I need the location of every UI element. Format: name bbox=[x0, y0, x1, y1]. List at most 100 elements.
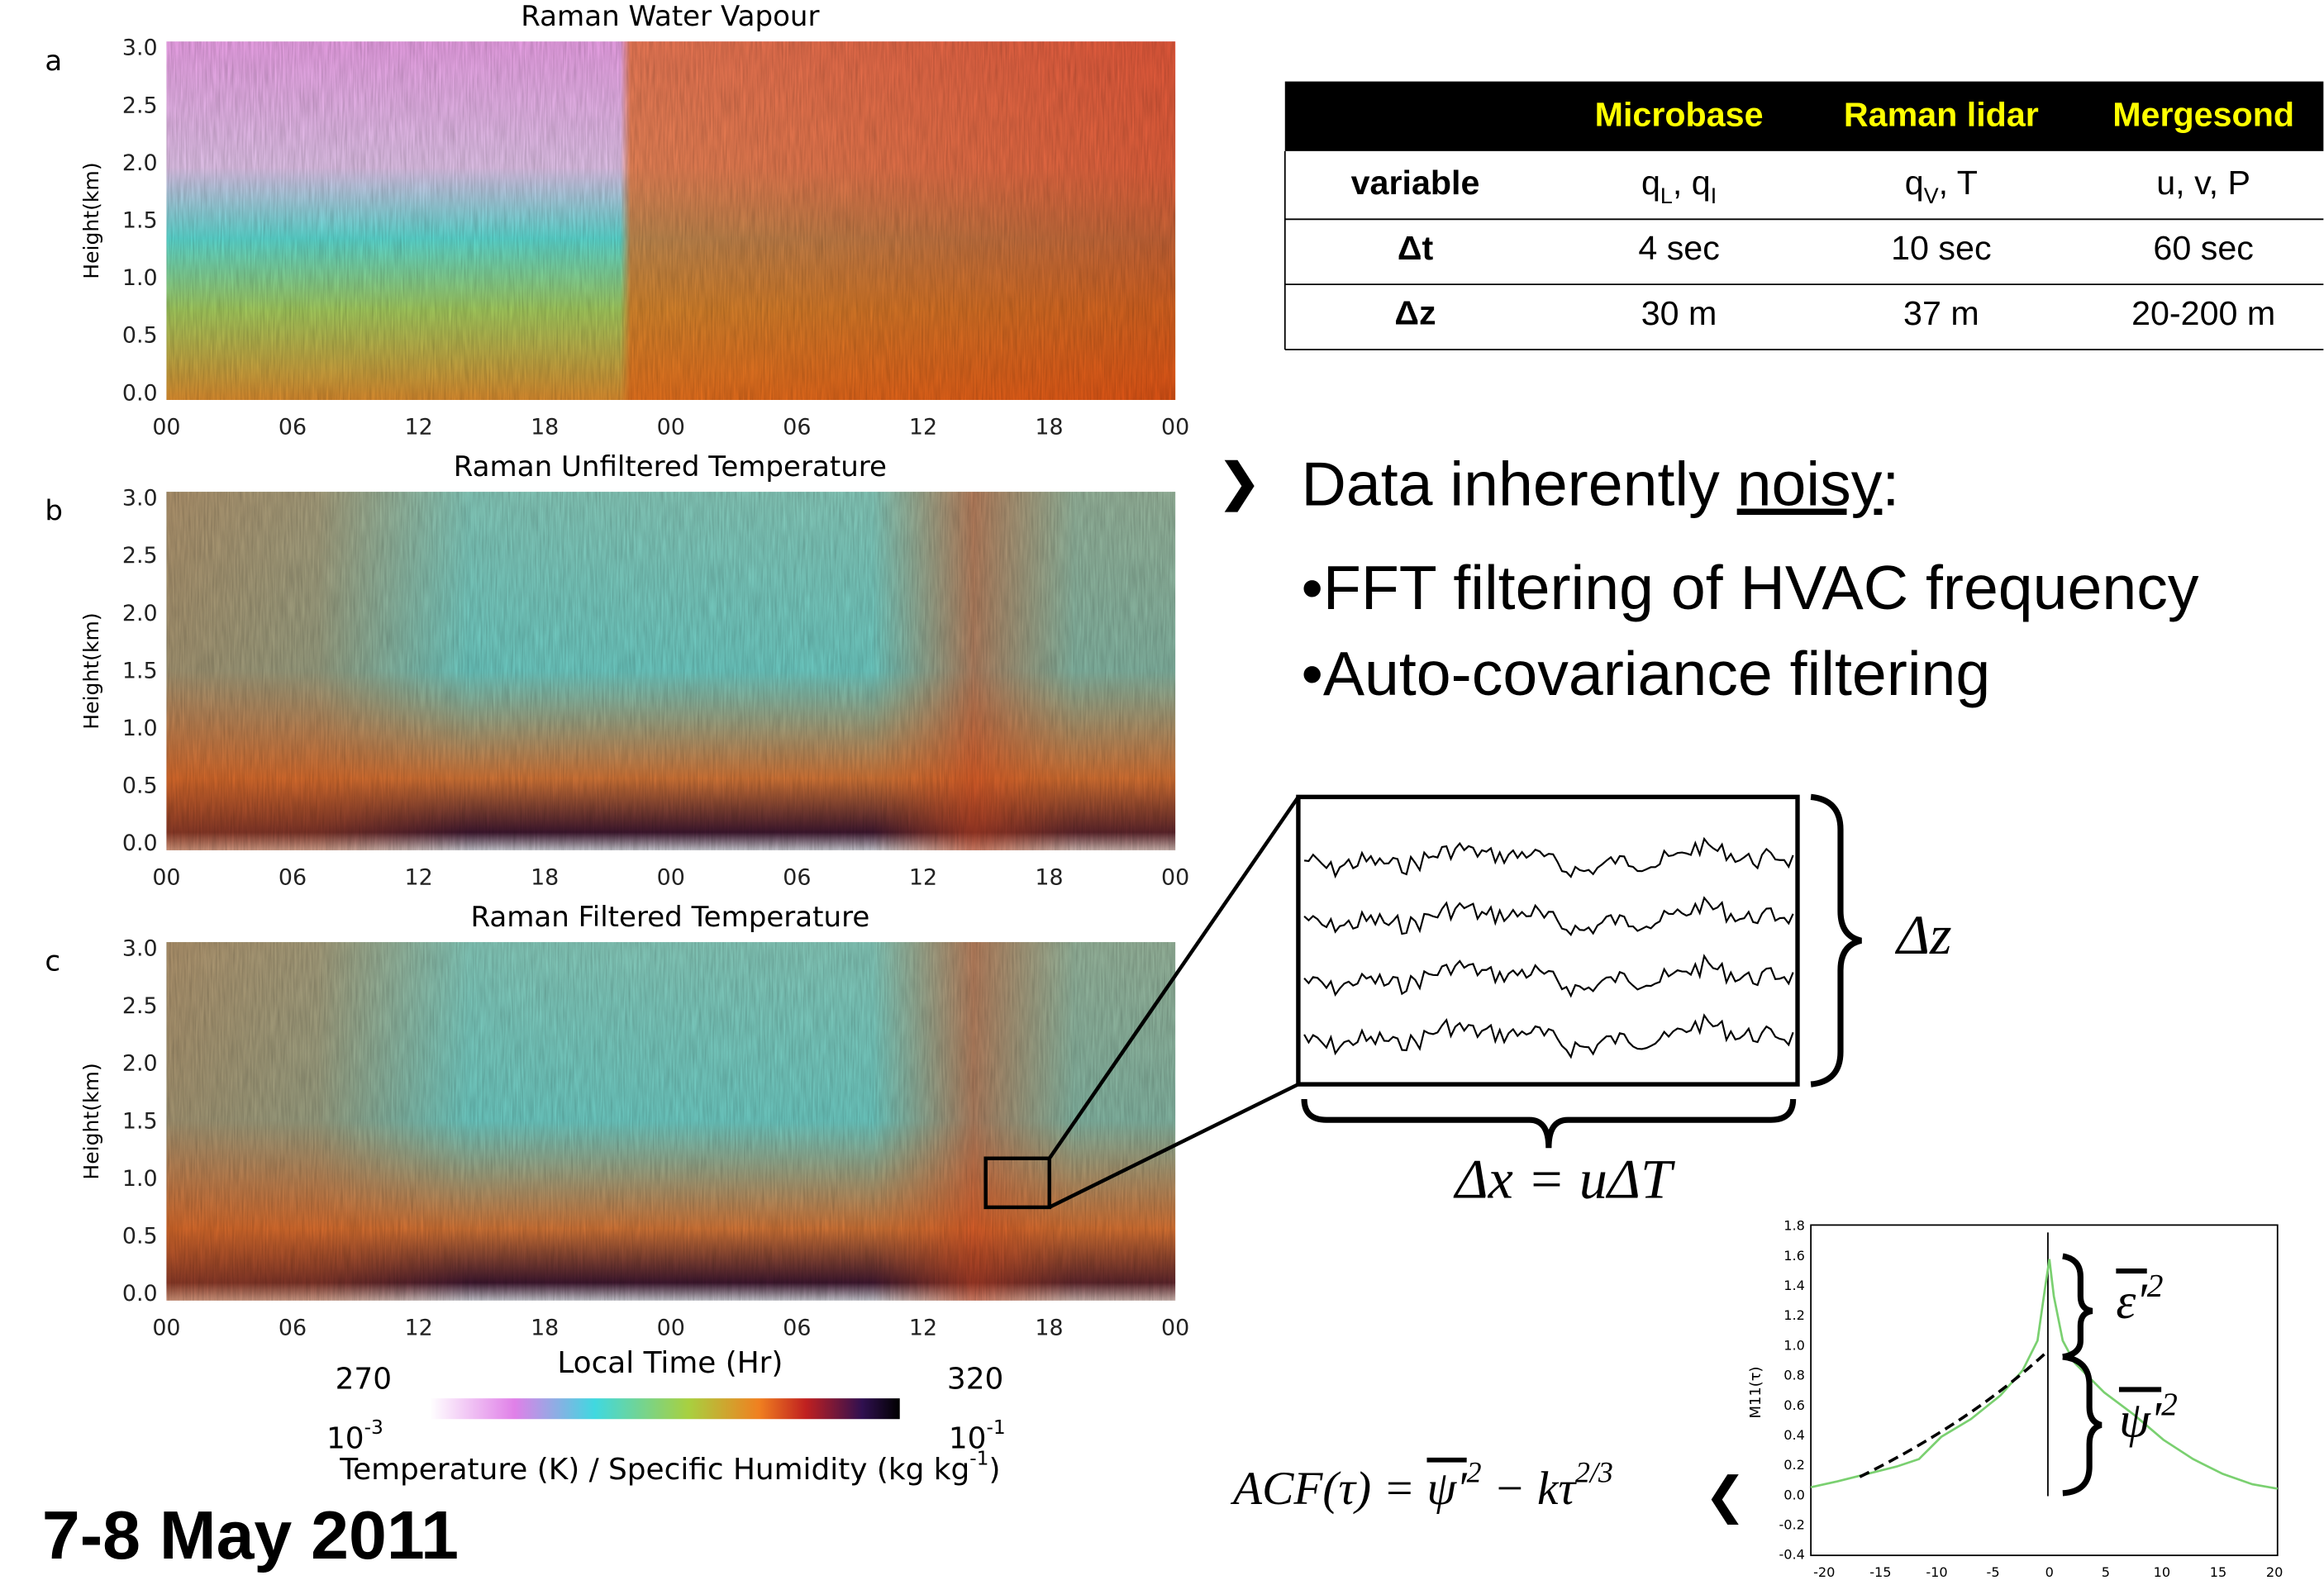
table-cell: 20-200 m bbox=[2131, 294, 2275, 332]
x-tick-label: 00 bbox=[657, 415, 685, 440]
table-cell: u, v, P bbox=[2156, 164, 2250, 202]
acf-x-tick: -5 bbox=[1987, 1564, 2000, 1580]
y-tick-label: 3.0 bbox=[122, 936, 158, 962]
lidar-panels: Raman Water Vapour a Height(km) 3.0 2.5 2.0 1.… bbox=[45, 0, 1189, 1340]
panel-label: b bbox=[45, 495, 63, 528]
acf-x-tick: -20 bbox=[1813, 1564, 1835, 1580]
x-tick-label: 00 bbox=[152, 1315, 180, 1340]
x-tick-label: 00 bbox=[1161, 1315, 1189, 1340]
row-label: variable bbox=[1351, 164, 1480, 202]
y-tick-label: 1.0 bbox=[122, 1166, 158, 1192]
table-cell: qL, qI bbox=[1641, 164, 1717, 208]
table-header bbox=[1284, 81, 2324, 151]
y-tick-label: 2.5 bbox=[122, 543, 158, 569]
column-header: Raman lidar bbox=[1844, 95, 2039, 133]
bullet-heading: Data inherently noisy: bbox=[1301, 449, 1899, 518]
x-tick-label: 06 bbox=[279, 864, 307, 890]
table-cell: 10 sec bbox=[1891, 229, 1991, 267]
trace bbox=[1303, 896, 1794, 936]
chevron-left: ❮ bbox=[1704, 1467, 1746, 1526]
heatmap-noise bbox=[166, 41, 1176, 400]
acf-y-tick: 0.0 bbox=[1783, 1487, 1805, 1502]
x-tick-label: 12 bbox=[404, 1315, 432, 1340]
x-tick-label: 18 bbox=[1035, 415, 1063, 440]
x-tick-label: 18 bbox=[531, 864, 559, 890]
panel-label: c bbox=[45, 945, 60, 978]
x-tick-label: 06 bbox=[279, 1315, 307, 1340]
table-cell: 60 sec bbox=[2153, 229, 2253, 267]
x-axis-title: Local Time (Hr) bbox=[557, 1346, 783, 1380]
y-tick-label: 0.0 bbox=[122, 831, 158, 856]
x-tick-label: 12 bbox=[909, 1315, 937, 1340]
y-tick-label: 0.5 bbox=[122, 773, 158, 799]
x-tick-label: 18 bbox=[531, 415, 559, 440]
y-tick-label: 0.0 bbox=[122, 380, 158, 406]
table: Microbase Raman lidar Mergesond variable qL,… bbox=[1283, 81, 2324, 350]
row-label: Δz bbox=[1394, 294, 1436, 332]
table-cell: qV, T bbox=[1905, 164, 1978, 208]
acf-x-tick: 5 bbox=[2102, 1564, 2110, 1580]
x-tick-label: 18 bbox=[531, 1315, 559, 1340]
y-tick-label: 2.0 bbox=[122, 150, 158, 176]
panel-title: Raman Filtered Temperature bbox=[470, 901, 869, 934]
x-tick-label: 18 bbox=[1035, 1315, 1063, 1340]
x-tick-label: 00 bbox=[152, 864, 180, 890]
y-axis-title: Height(km) bbox=[79, 1063, 103, 1179]
panel-title: Raman Unfiltered Temperature bbox=[454, 450, 887, 483]
y-tick-label: 1.5 bbox=[122, 658, 158, 683]
table-cell: 37 m bbox=[1903, 294, 1979, 332]
heatmap-noise bbox=[166, 942, 1176, 1301]
y-tick-label: 2.5 bbox=[122, 93, 158, 118]
acf-y-tick: 1.8 bbox=[1783, 1218, 1805, 1234]
x-tick-label: 00 bbox=[1161, 864, 1189, 890]
trace bbox=[1303, 836, 1794, 879]
eps-label: ε′2 bbox=[2116, 1268, 2163, 1330]
acf-chart: ε′2 ψ′2 M11(τ) 1.8 1.6 1.4 1.2 1.0 0.8 0.6 0.4 0… bbox=[1747, 1218, 2284, 1580]
acf-y-tick: 0.8 bbox=[1783, 1368, 1805, 1383]
diagram bbox=[983, 793, 1863, 1210]
acf-y-tick: 1.4 bbox=[1783, 1278, 1805, 1293]
column-header: Mergesond bbox=[2112, 95, 2294, 133]
y-tick-label: 1.5 bbox=[122, 207, 158, 233]
dx-label: Δx = uΔT bbox=[1453, 1148, 1675, 1211]
cb-max: 320 bbox=[947, 1363, 1003, 1397]
x-tick-label: 00 bbox=[657, 864, 685, 890]
y-tick-label: 2.5 bbox=[122, 993, 158, 1019]
x-tick-label: 06 bbox=[279, 415, 307, 440]
psi-label: ψ′2 bbox=[2119, 1386, 2178, 1448]
cb-min: 270 bbox=[336, 1363, 392, 1397]
acf-y-tick: 0.4 bbox=[1783, 1427, 1805, 1443]
x-tick-label: 12 bbox=[404, 415, 432, 440]
y-tick-label: 3.0 bbox=[122, 36, 158, 61]
acf-y-tick: 1.2 bbox=[1783, 1307, 1805, 1323]
acf-y-tick: 0.6 bbox=[1783, 1397, 1805, 1413]
cb-qmin: 10-3 bbox=[326, 1416, 383, 1455]
acf-y-tick: 1.6 bbox=[1783, 1248, 1805, 1264]
acf-x-tick: 15 bbox=[2210, 1564, 2227, 1580]
x-tick-label: 00 bbox=[657, 1315, 685, 1340]
acf-x-tick: 10 bbox=[2154, 1564, 2171, 1580]
table-cell: 4 sec bbox=[1638, 229, 1720, 267]
y-tick-label: 0.5 bbox=[122, 323, 158, 349]
y-tick-label: 2.0 bbox=[122, 601, 158, 626]
x-tick-label: 18 bbox=[1035, 864, 1063, 890]
cb-label: Temperature (K) / Specific Humidity (kg … bbox=[339, 1447, 1000, 1487]
y-tick-label: 0.0 bbox=[122, 1281, 158, 1307]
y-axis-title: Height(km) bbox=[79, 612, 103, 729]
column-header: Microbase bbox=[1595, 95, 1764, 133]
date: 7-8 May 2011 bbox=[42, 1497, 459, 1573]
acf-y-tick: -0.2 bbox=[1779, 1516, 1804, 1532]
formula: ACF(τ) = ψ′2 − kτ2/3 bbox=[1230, 1456, 1613, 1515]
chevron: ❯ bbox=[1218, 454, 1260, 512]
x-tick-label: 06 bbox=[783, 864, 811, 890]
panel-title: Raman Water Vapour bbox=[521, 0, 819, 33]
trace bbox=[1303, 954, 1794, 998]
acf-ylabel: M11(τ) bbox=[1747, 1366, 1764, 1418]
x-tick-label: 12 bbox=[404, 864, 432, 890]
x-tick-label: 12 bbox=[909, 415, 937, 440]
trace bbox=[1303, 1013, 1794, 1059]
x-tick-label: 00 bbox=[152, 415, 180, 440]
panel-label: a bbox=[45, 45, 62, 78]
colorbar bbox=[430, 1398, 900, 1420]
